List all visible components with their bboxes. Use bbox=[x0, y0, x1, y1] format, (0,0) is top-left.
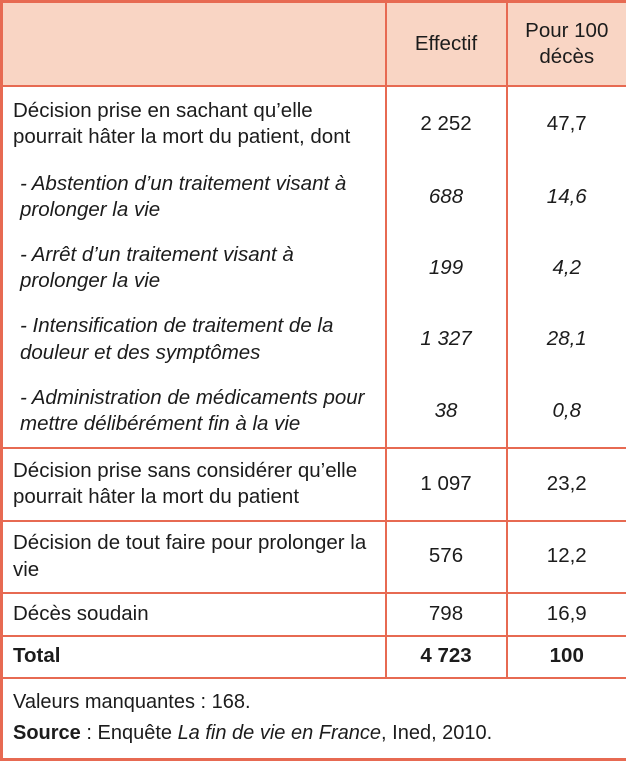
header-row: Effectif Pour 100 décès bbox=[2, 2, 626, 86]
effectif-cell: 1 097 bbox=[386, 448, 507, 521]
table-row-decision-sachant: Décision prise en sachant qu’elle pourra… bbox=[2, 86, 626, 162]
per-100-cell: 16,9 bbox=[507, 593, 626, 636]
effectif-cell: 688 bbox=[386, 162, 507, 233]
per-100-cell: 4,2 bbox=[507, 233, 626, 304]
row-label-cell: Décision prise en sachant qu’elle pourra… bbox=[2, 86, 386, 162]
row-label-cell: Décès soudain bbox=[2, 593, 386, 636]
source-note: Source : Enquête La fin de vie en France… bbox=[13, 718, 616, 749]
per-100-cell: 47,7 bbox=[507, 86, 626, 162]
effectif-cell: 199 bbox=[386, 233, 507, 304]
total-label-cell: Total bbox=[2, 636, 386, 678]
source-tail-text: , Ined, 2010. bbox=[381, 722, 492, 744]
effectif-cell: 38 bbox=[386, 376, 507, 448]
per-100-cell: 23,2 bbox=[507, 448, 626, 521]
per-100-cell: 28,1 bbox=[507, 304, 626, 376]
table-row-arret: - Arrêt d’un traitement visant à prolong… bbox=[2, 233, 626, 304]
header-effectif: Effectif bbox=[386, 2, 507, 86]
row-label-cell: - Arrêt d’un traitement visant à prolong… bbox=[2, 233, 386, 304]
total-effectif-cell: 4 723 bbox=[386, 636, 507, 678]
per-100-cell: 14,6 bbox=[507, 162, 626, 233]
table-row-total: Total 4 723 100 bbox=[2, 636, 626, 678]
missing-values-note: Valeurs manquantes : 168. bbox=[13, 687, 616, 718]
per-100-cell: 12,2 bbox=[507, 521, 626, 593]
header-pour-100-deces: Pour 100 décès bbox=[507, 2, 626, 86]
row-label-cell: Décision prise sans considérer qu’elle p… bbox=[2, 448, 386, 521]
footer-row: Valeurs manquantes : 168. Source : Enquê… bbox=[2, 678, 626, 760]
total-per-100-cell: 100 bbox=[507, 636, 626, 678]
row-label-cell: - Administration de médicaments pour met… bbox=[2, 376, 386, 448]
source-mid-text: : Enquête bbox=[81, 722, 178, 744]
row-label-cell: - Intensification de traitement de la do… bbox=[2, 304, 386, 376]
table-footnote: Valeurs manquantes : 168. Source : Enquê… bbox=[2, 678, 626, 760]
effectif-cell: 576 bbox=[386, 521, 507, 593]
table-row-deces-soudain: Décès soudain 798 16,9 bbox=[2, 593, 626, 636]
source-label: Source bbox=[13, 722, 81, 744]
per-100-cell: 0,8 bbox=[507, 376, 626, 448]
effectif-cell: 2 252 bbox=[386, 86, 507, 162]
table-row-abstention: - Abstention d’un traitement visant à pr… bbox=[2, 162, 626, 233]
row-label-cell: Décision de tout faire pour prolonger la… bbox=[2, 521, 386, 593]
effectif-cell: 798 bbox=[386, 593, 507, 636]
table-row-decision-sans-considerer: Décision prise sans considérer qu’elle p… bbox=[2, 448, 626, 521]
table-row-intensification: - Intensification de traitement de la do… bbox=[2, 304, 626, 376]
table-row-administration: - Administration de médicaments pour met… bbox=[2, 376, 626, 448]
header-empty-cell bbox=[2, 2, 386, 86]
effectif-cell: 1 327 bbox=[386, 304, 507, 376]
table-row-tout-faire: Décision de tout faire pour prolonger la… bbox=[2, 521, 626, 593]
row-label-cell: - Abstention d’un traitement visant à pr… bbox=[2, 162, 386, 233]
source-title: La fin de vie en France bbox=[178, 722, 381, 744]
